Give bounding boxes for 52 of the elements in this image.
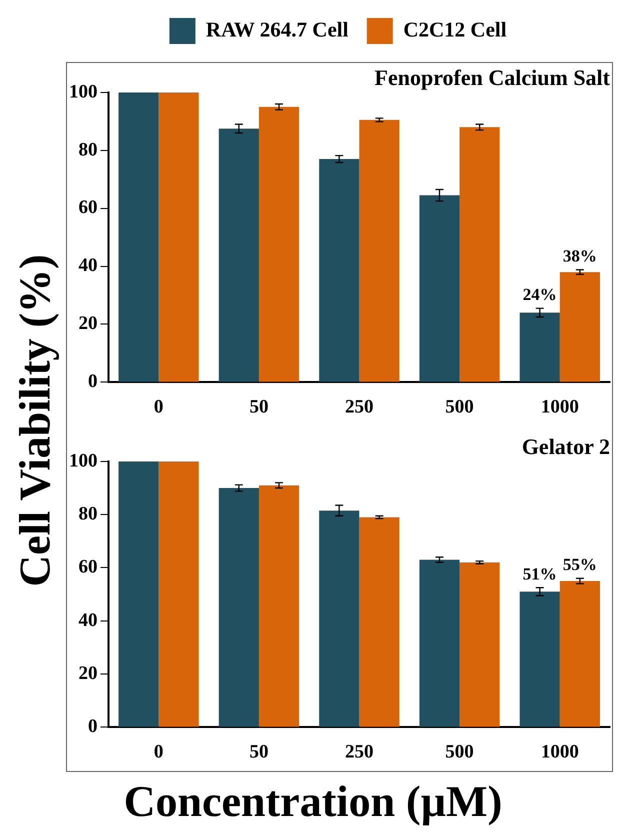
x-tick-label: 250 bbox=[345, 396, 374, 418]
y-tick-label: 80 bbox=[78, 139, 98, 160]
bar bbox=[158, 461, 199, 727]
x-tick-label: 1000 bbox=[540, 396, 579, 418]
bar bbox=[560, 581, 600, 727]
bar bbox=[359, 517, 400, 727]
x-tick-label: 50 bbox=[249, 396, 268, 418]
bar bbox=[218, 128, 259, 382]
y-tick-label: 60 bbox=[78, 556, 98, 578]
bar bbox=[520, 592, 560, 727]
chart-title: Fenoprofen Calcium Salt bbox=[374, 64, 611, 90]
bar bbox=[520, 312, 560, 382]
x-tick-label: 0 bbox=[154, 742, 164, 763]
bar bbox=[118, 92, 159, 382]
x-tick-label: 500 bbox=[445, 396, 474, 418]
bar bbox=[359, 120, 400, 382]
data-label: 51% bbox=[522, 564, 557, 584]
bar bbox=[460, 127, 500, 382]
x-tick-label: 500 bbox=[445, 742, 474, 763]
y-tick-label: 20 bbox=[78, 662, 98, 684]
y-tick-label: 100 bbox=[69, 450, 98, 472]
legend-label: C2C12 Cell bbox=[403, 17, 507, 42]
x-tick-label: 250 bbox=[345, 742, 374, 763]
bar bbox=[319, 159, 360, 382]
y-tick-label: 40 bbox=[78, 255, 98, 276]
chart-title: Gelator 2 bbox=[522, 434, 610, 459]
y-tick-label: 40 bbox=[78, 610, 98, 631]
bar bbox=[218, 488, 259, 727]
data-label: 38% bbox=[562, 246, 597, 266]
bar bbox=[258, 106, 300, 382]
bar bbox=[118, 461, 159, 727]
x-tick-label: 1000 bbox=[540, 742, 579, 763]
bar bbox=[419, 195, 460, 382]
bar bbox=[258, 485, 300, 727]
y-tick-label: 80 bbox=[78, 503, 98, 524]
bar bbox=[158, 92, 199, 382]
data-label: 24% bbox=[522, 285, 557, 304]
y-tick-label: 100 bbox=[69, 81, 98, 102]
x-axis-title: Concentration (µM) bbox=[122, 776, 504, 827]
legend-label: RAW 264.7 Cell bbox=[206, 17, 349, 42]
x-tick-label: 50 bbox=[249, 742, 268, 763]
data-label: 55% bbox=[562, 555, 597, 574]
bar bbox=[419, 560, 460, 727]
bar bbox=[460, 562, 500, 727]
bar bbox=[319, 510, 360, 727]
y-tick-label: 0 bbox=[88, 371, 98, 392]
y-tick-label: 60 bbox=[78, 197, 98, 218]
y-axis-title: Cell Viability (%) bbox=[10, 253, 60, 589]
y-tick-label: 0 bbox=[88, 716, 98, 738]
y-tick-label: 20 bbox=[78, 313, 98, 334]
bar bbox=[560, 272, 600, 382]
x-tick-label: 0 bbox=[154, 396, 164, 418]
